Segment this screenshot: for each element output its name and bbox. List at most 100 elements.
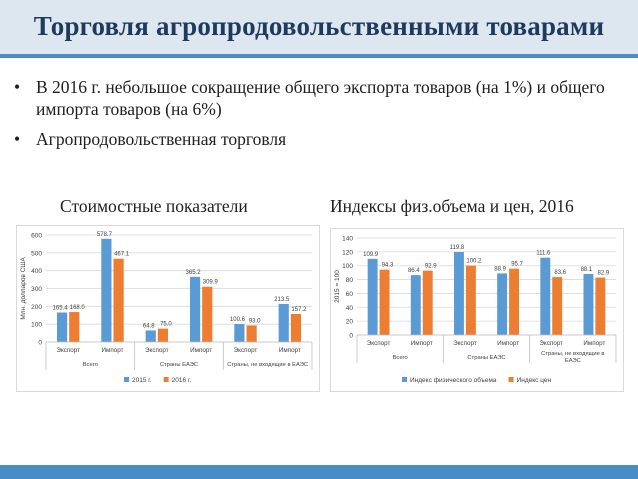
data-label: 92.9 bbox=[425, 264, 437, 270]
group-label-line: Страны, не входящие в bbox=[541, 351, 604, 357]
category-label: Экспорт bbox=[234, 347, 258, 354]
bar bbox=[290, 313, 302, 342]
bar bbox=[113, 258, 124, 342]
legend-label: 2015 г. bbox=[132, 377, 152, 384]
category-label: Экспорт bbox=[453, 340, 477, 347]
group-label: Страны ЕАЭС bbox=[467, 355, 505, 361]
bar bbox=[202, 286, 213, 342]
bar bbox=[453, 251, 464, 335]
legend-swatch bbox=[124, 377, 129, 382]
bar bbox=[157, 328, 169, 342]
y-tick-label: 300 bbox=[31, 286, 42, 293]
data-label: 100.6 bbox=[230, 317, 246, 323]
bullet-item: • В 2016 г. небольшое сокращение общего … bbox=[14, 76, 626, 120]
y-tick-label: 600 bbox=[31, 233, 42, 240]
bar bbox=[497, 273, 508, 335]
bar bbox=[410, 275, 421, 335]
bullet-item: • Агропродовольственная торговля bbox=[14, 128, 626, 150]
data-label: 94.3 bbox=[382, 263, 394, 269]
bar bbox=[422, 270, 433, 335]
y-tick-label: 120 bbox=[342, 249, 353, 256]
group-label-line: ЕАЭС bbox=[565, 358, 581, 364]
bar bbox=[465, 265, 476, 335]
group-label: Всего bbox=[393, 355, 408, 361]
title-bar: Торговля агропродовольственными товарами bbox=[0, 0, 638, 58]
bar bbox=[189, 276, 201, 342]
legend-swatch bbox=[402, 377, 407, 382]
bullet-marker: • bbox=[14, 77, 21, 97]
slide-title: Торговля агропродовольственными товарами bbox=[33, 11, 605, 41]
bar bbox=[246, 325, 257, 342]
value-chart: 0 100 200 300 400 500 600 Млн. долларов США 165.… bbox=[16, 225, 320, 392]
bar bbox=[540, 257, 551, 335]
data-label: 165.4 bbox=[53, 306, 69, 312]
index-chart: 0 20 40 60 80 100 120 140 2015 = 100 109.9 86.4 119… bbox=[330, 228, 624, 392]
bar bbox=[278, 303, 289, 342]
group-label: Страны ЕАЭС bbox=[160, 362, 198, 368]
data-label: 100.2 bbox=[466, 259, 482, 265]
category-label: Экспорт bbox=[367, 340, 391, 347]
y-tick-label: 40 bbox=[346, 305, 354, 312]
data-label: 93.0 bbox=[249, 318, 261, 324]
chart-svg: 0 20 40 60 80 100 120 140 2015 = 100 109.9 86.4 119… bbox=[330, 228, 624, 392]
bar bbox=[595, 277, 606, 335]
bullet-text: В 2016 г. небольшое сокращение общего эк… bbox=[36, 77, 605, 119]
data-label: 309.9 bbox=[203, 280, 219, 286]
bar bbox=[379, 269, 390, 335]
y-tick-label: 500 bbox=[31, 250, 42, 257]
bar bbox=[234, 324, 245, 342]
y-tick-label: 100 bbox=[31, 322, 42, 329]
data-label: 75.0 bbox=[160, 322, 172, 328]
bar bbox=[56, 312, 68, 342]
bar bbox=[101, 238, 112, 342]
legend-label: Индекс физического объема bbox=[410, 376, 497, 384]
group-label: Страны, не входящие в ЕАЭС bbox=[541, 351, 604, 364]
data-label: 83.6 bbox=[554, 270, 566, 276]
data-label: 578.7 bbox=[97, 232, 113, 238]
data-label: 88.9 bbox=[494, 266, 506, 272]
category-label: Импорт bbox=[497, 340, 519, 347]
y-tick-label: 20 bbox=[346, 319, 354, 326]
data-label: 119.8 bbox=[450, 245, 465, 251]
data-label: 86.4 bbox=[408, 268, 420, 274]
data-label: 157.2 bbox=[291, 307, 307, 313]
legend-swatch bbox=[163, 377, 169, 382]
data-label: 82.9 bbox=[598, 271, 610, 277]
data-label: 109.9 bbox=[363, 252, 379, 258]
group-label: Страны, не входящие в ЕАЭС bbox=[227, 362, 308, 368]
data-label: 88.1 bbox=[581, 267, 593, 273]
category-label: Импорт bbox=[279, 347, 301, 354]
chart-svg: 0 100 200 300 400 500 600 Млн. долларов США 165.… bbox=[16, 225, 320, 392]
data-label: 467.1 bbox=[114, 252, 130, 258]
category-label: Экспорт bbox=[539, 340, 563, 347]
category-label: Импорт bbox=[583, 340, 605, 347]
data-label: 64.8 bbox=[143, 323, 155, 329]
bar bbox=[552, 277, 563, 335]
y-tick-label: 100 bbox=[342, 263, 353, 270]
y-tick-label: 60 bbox=[346, 291, 354, 298]
y-tick-label: 0 bbox=[38, 340, 42, 347]
category-label: Импорт bbox=[190, 347, 212, 354]
data-label: 213.5 bbox=[274, 297, 290, 303]
data-label: 365.2 bbox=[186, 270, 202, 276]
y-tick-label: 200 bbox=[31, 304, 42, 311]
data-label: 168.0 bbox=[70, 305, 86, 311]
category-label: Экспорт bbox=[56, 347, 80, 354]
group-label: Всего bbox=[83, 362, 98, 368]
bullet-list: • В 2016 г. небольшое сокращение общего … bbox=[14, 76, 626, 158]
category-label: Экспорт bbox=[145, 347, 169, 354]
y-axis-label: 2015 = 100 bbox=[334, 270, 341, 303]
y-axis-label: Млн. долларов США bbox=[20, 257, 27, 320]
legend-swatch bbox=[508, 377, 514, 382]
chart-subtitle-index: Индексы физ.объема и цен, 2016 bbox=[330, 196, 574, 216]
bar bbox=[509, 268, 520, 335]
bar bbox=[583, 273, 594, 335]
data-label: 111.6 bbox=[536, 251, 551, 257]
y-tick-label: 400 bbox=[31, 268, 42, 275]
bullet-text: Агропродовольственная торговля bbox=[36, 129, 287, 149]
category-label: Импорт bbox=[101, 347, 123, 354]
bar bbox=[69, 312, 80, 342]
bottom-bar bbox=[0, 465, 638, 479]
y-tick-label: 140 bbox=[342, 236, 353, 243]
bar bbox=[145, 330, 156, 342]
